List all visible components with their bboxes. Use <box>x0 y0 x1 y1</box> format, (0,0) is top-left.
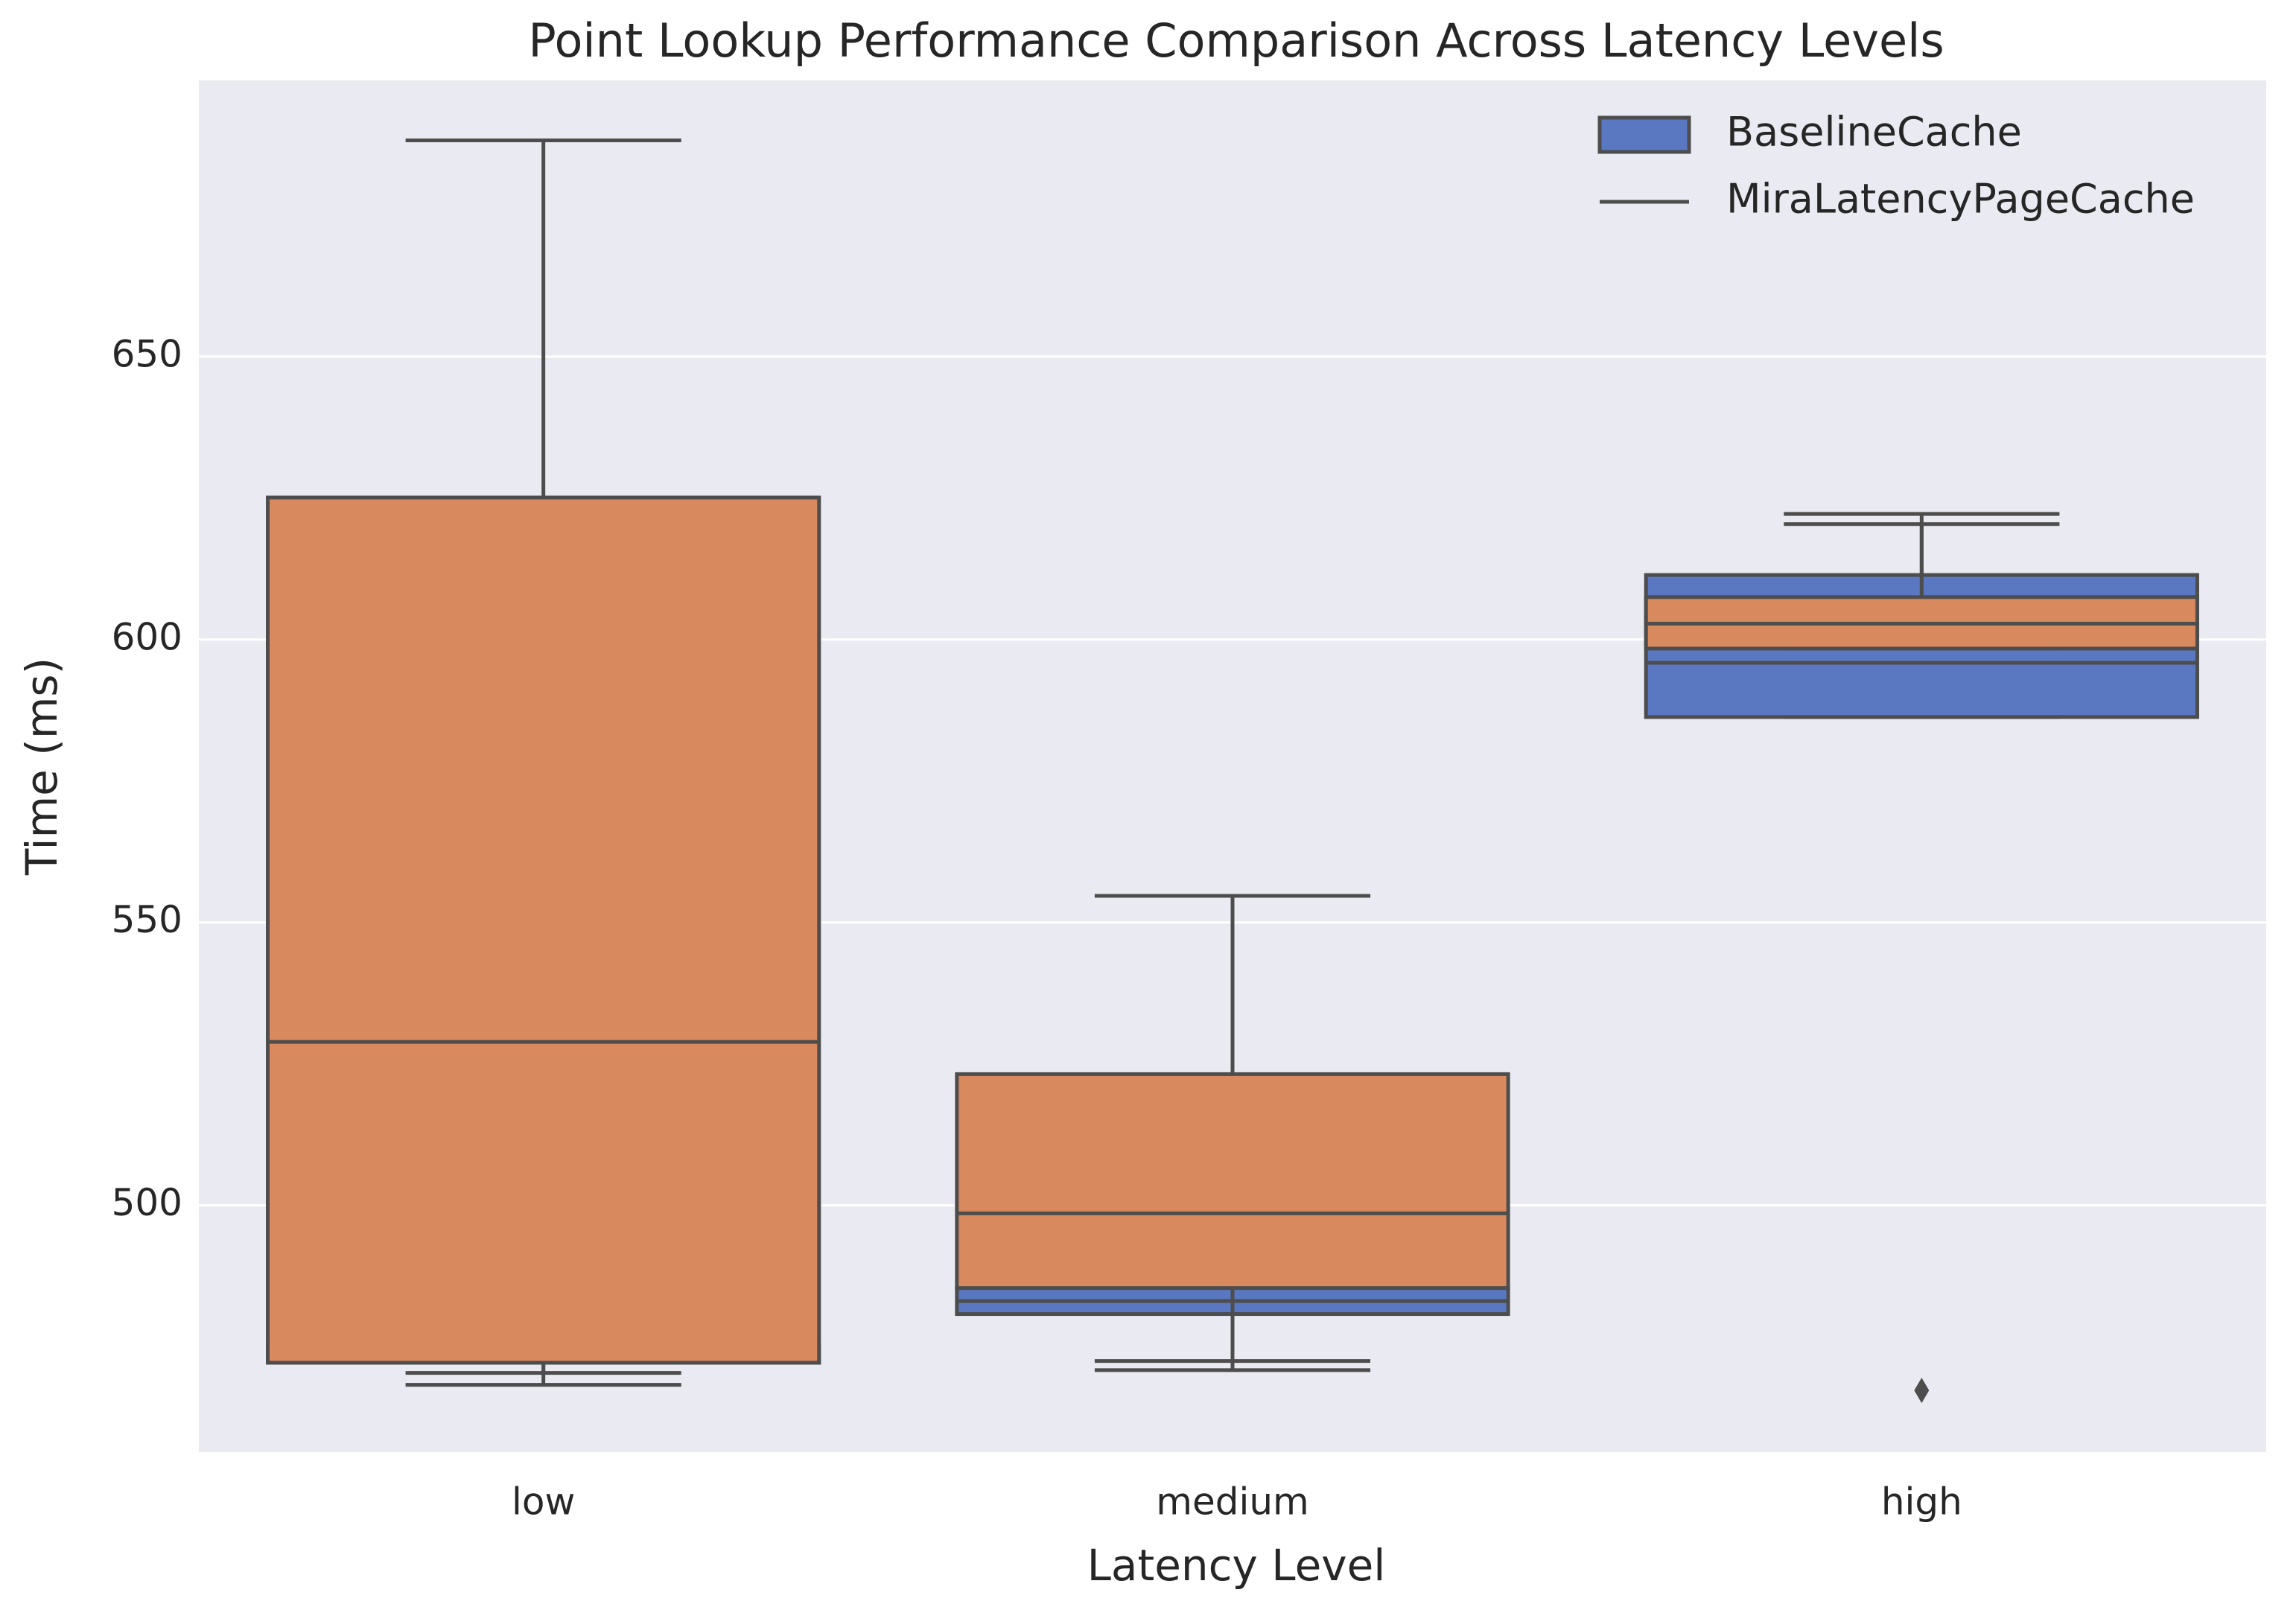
outlier <box>1914 1378 1930 1404</box>
box <box>955 1072 1510 1291</box>
legend-label: BaselineCache <box>1726 109 2022 156</box>
x-tick-label: medium <box>1156 1480 1309 1524</box>
boxes <box>266 139 2199 1404</box>
x-axis-label: Latency Level <box>1087 1540 1386 1591</box>
chart-title: Point Lookup Performance Comparison Acro… <box>528 13 1944 68</box>
legend: BaselineCache MiraLatencyPageCache <box>1597 109 2195 223</box>
x-tick-label: high <box>1881 1480 1962 1524</box>
legend-swatch <box>1597 115 1691 154</box>
y-axis-label: Time (ms) <box>16 658 67 876</box>
legend-label: MiraLatencyPageCache <box>1726 176 2195 223</box>
x-tick-label: low <box>512 1480 575 1524</box>
box <box>266 495 821 1365</box>
y-tick-label: 500 <box>112 1181 182 1224</box>
y-tick-label: 600 <box>112 615 182 658</box>
y-tick-label: 650 <box>112 332 182 375</box>
y-tick-label: 550 <box>112 898 182 941</box>
